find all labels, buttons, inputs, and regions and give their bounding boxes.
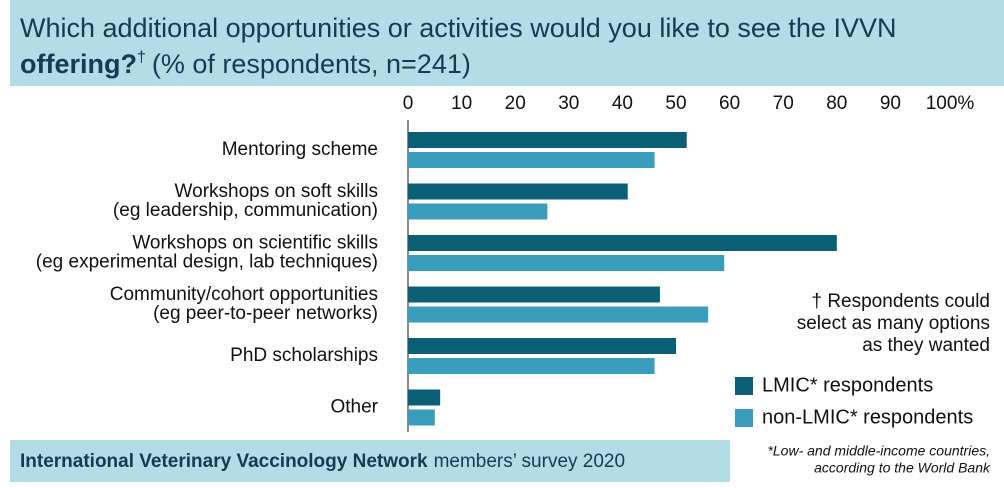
title-band xyxy=(10,0,1004,86)
bar xyxy=(408,338,676,354)
annotation: select as many options xyxy=(797,313,990,334)
x-tick-label: 70 xyxy=(773,93,794,114)
annotation: as they wanted xyxy=(862,335,990,356)
bar xyxy=(408,183,628,200)
footnote: according to the World Bank xyxy=(814,460,991,476)
x-tick-label: 20 xyxy=(505,93,526,114)
legend-swatch xyxy=(735,409,753,427)
source-rest: members’ survey 2020 xyxy=(434,451,625,472)
x-tick-label: 90 xyxy=(880,93,901,114)
source: International Veterinary Vaccinology Net… xyxy=(20,451,625,472)
bar xyxy=(408,152,655,168)
chart-title: offering? xyxy=(20,49,137,79)
bar xyxy=(408,203,548,220)
source-bold: International Veterinary Vaccinology Net… xyxy=(20,451,428,472)
bar xyxy=(408,358,655,374)
category-label: Workshops on scientific skills xyxy=(132,233,378,254)
x-tick-label: 100% xyxy=(926,93,975,114)
category-label: (eg leadership, communication) xyxy=(113,200,378,221)
category-label: (eg experimental design, lab techniques) xyxy=(36,252,378,273)
x-tick-label: 80 xyxy=(826,93,847,114)
source-band xyxy=(10,440,730,482)
category-label: Other xyxy=(330,397,378,418)
category-label: Workshops on soft skills xyxy=(175,181,378,202)
x-tick-label: 30 xyxy=(558,93,579,114)
x-tick-label: 0 xyxy=(403,93,414,114)
bar xyxy=(408,389,441,406)
x-tick-label: 60 xyxy=(719,93,740,114)
bar xyxy=(408,255,725,271)
chart-title: Which additional opportunities or activi… xyxy=(20,13,896,43)
category-label: Mentoring scheme xyxy=(222,139,378,160)
legend-label: LMIC* respondents xyxy=(762,374,933,396)
bar xyxy=(408,286,660,303)
x-tick-label: 10 xyxy=(451,93,472,114)
x-tick-label: 40 xyxy=(612,93,633,114)
category-label: PhD scholarships xyxy=(230,345,378,366)
annotation: † Respondents could xyxy=(811,291,990,312)
bar xyxy=(408,132,687,148)
bar xyxy=(408,306,709,323)
category-label: (eg peer-to-peer networks) xyxy=(153,303,378,324)
category-label: Community/cohort opportunities xyxy=(110,284,378,305)
bar xyxy=(408,409,435,426)
bar xyxy=(408,235,837,251)
x-tick-label: 50 xyxy=(665,93,686,114)
legend-label: non-LMIC* respondents xyxy=(762,406,973,428)
legend-swatch xyxy=(735,377,753,395)
subtitle: (% of respondents, n=241) xyxy=(152,49,471,79)
chart-title-line: offering?† (% of respondents, n=241) xyxy=(20,49,471,79)
title-mark: † xyxy=(137,49,146,66)
footnote: *Low- and middle-income countries, xyxy=(767,443,990,459)
